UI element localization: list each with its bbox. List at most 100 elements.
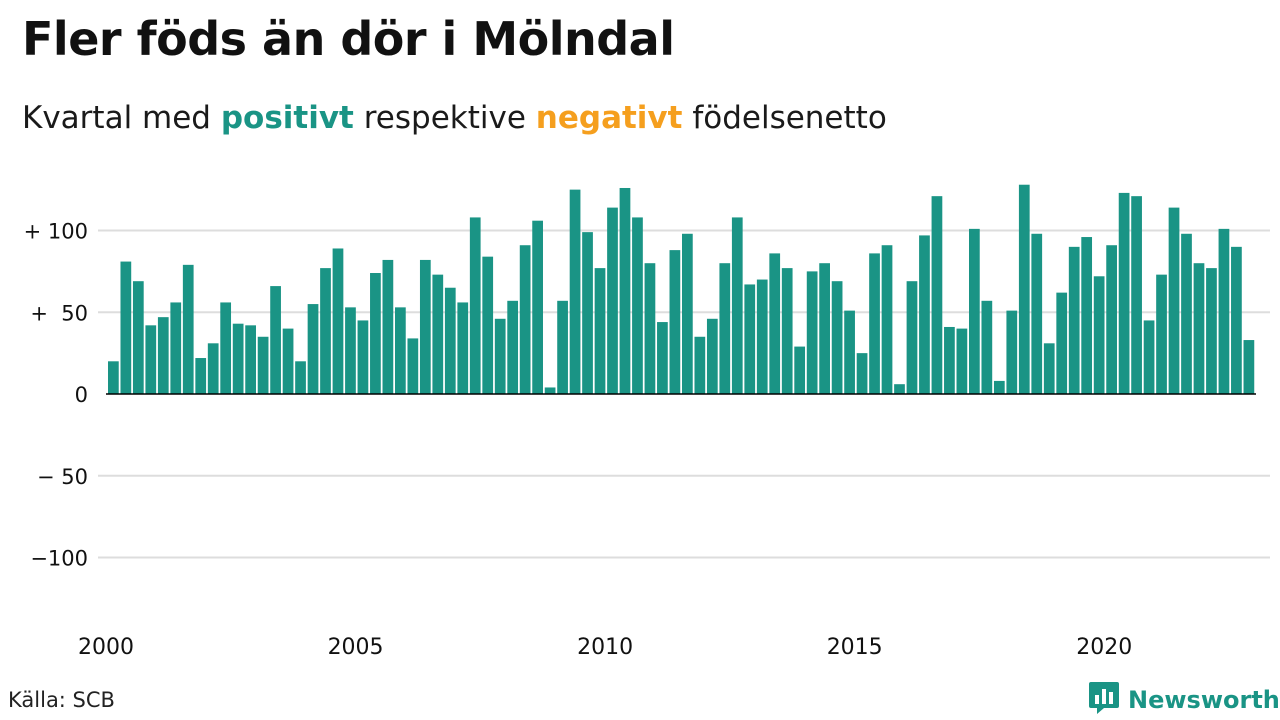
bar: [207, 343, 219, 394]
bar: [1093, 276, 1105, 394]
x-tick-label: 2005: [328, 635, 384, 660]
bar: [469, 217, 481, 394]
bar: [844, 310, 855, 395]
subtitle-prefix: Kvartal med: [22, 100, 221, 136]
bar: [869, 253, 880, 394]
bar: [245, 325, 256, 394]
bar: [320, 268, 331, 394]
bar: [969, 228, 980, 394]
bar: [1018, 184, 1030, 394]
bar: [444, 287, 456, 395]
y-tick-label: 0: [75, 383, 88, 407]
x-tick-label: 2020: [1076, 635, 1132, 660]
bar: [557, 300, 568, 395]
bar: [494, 318, 506, 394]
bar: [1168, 207, 1180, 394]
subtitle-positive: positivt: [220, 100, 354, 136]
bar: [1081, 237, 1093, 394]
bar: [632, 217, 643, 394]
bar: [382, 259, 394, 394]
bar: [507, 300, 519, 395]
bar: [145, 325, 157, 394]
bar: [806, 271, 818, 395]
bar: [781, 268, 793, 394]
bar: [769, 253, 781, 394]
bar: [357, 320, 369, 395]
bar: [944, 326, 955, 394]
bar: [1118, 192, 1130, 394]
bar: [956, 328, 968, 394]
bar: [170, 302, 182, 394]
bar: [1156, 274, 1167, 394]
bar: [1143, 320, 1155, 395]
bar: [981, 300, 993, 395]
bar: [419, 259, 431, 394]
bar: [657, 322, 668, 394]
bar: [157, 317, 169, 394]
bar: [257, 336, 269, 394]
bar: [1243, 340, 1255, 394]
y-tick-label: + 50: [30, 301, 88, 325]
y-tick-label: −100: [30, 547, 88, 571]
bar: [619, 187, 631, 394]
bar: [856, 353, 868, 395]
bar: [519, 245, 531, 394]
bar: [270, 286, 281, 394]
bar: [370, 273, 381, 394]
bar: [544, 387, 556, 394]
x-tick-label: 2015: [827, 635, 883, 660]
bar: [993, 380, 1005, 394]
bar: [1193, 263, 1205, 394]
bar: [407, 338, 419, 394]
bar: [1106, 245, 1117, 394]
bar: [569, 189, 581, 395]
x-tick-label: 2000: [78, 635, 134, 660]
bar: [731, 217, 743, 394]
bar: [432, 274, 444, 394]
bar: [1206, 268, 1217, 394]
bar: [532, 220, 543, 394]
bar: [582, 232, 593, 394]
bar: [120, 261, 132, 394]
bar: [1031, 233, 1043, 394]
bar: [682, 233, 693, 394]
bar: [1181, 233, 1192, 394]
bar: [594, 268, 606, 394]
y-tick-label: + 100: [24, 220, 88, 244]
bar: [1218, 228, 1230, 394]
bar: [706, 318, 718, 394]
bar: [1043, 343, 1055, 394]
bar: [919, 235, 930, 394]
newsworthy-logo-icon: [1088, 681, 1120, 719]
bar: [1068, 246, 1080, 394]
bar: [182, 264, 194, 394]
bar: [108, 361, 119, 394]
bar: [719, 263, 731, 394]
bar: [756, 279, 768, 394]
bar: [894, 384, 905, 394]
bar: [794, 346, 806, 394]
bar: [931, 196, 943, 394]
bar: [220, 302, 232, 394]
bar: [1131, 196, 1142, 394]
brand-logo[interactable]: Newsworthy: [1088, 681, 1280, 719]
brand-name: Newsworthy: [1128, 686, 1280, 714]
bar: [195, 358, 207, 394]
bar: [694, 336, 706, 394]
chart-subtitle: Kvartal med positivt respektive negativt…: [22, 100, 887, 136]
x-tick-label: 2010: [577, 635, 633, 660]
bar: [332, 248, 344, 394]
bar: [457, 302, 469, 394]
y-tick-label: − 50: [37, 465, 88, 489]
source-label: Källa: SCB: [8, 688, 115, 712]
bar: [819, 263, 830, 394]
subtitle-negative: negativt: [535, 100, 683, 136]
bar: [232, 323, 244, 394]
bar: [1056, 292, 1068, 394]
bar: [744, 284, 756, 394]
bar: [132, 281, 144, 394]
bar: [906, 281, 918, 394]
bar: [669, 250, 681, 394]
bar: [644, 263, 656, 394]
